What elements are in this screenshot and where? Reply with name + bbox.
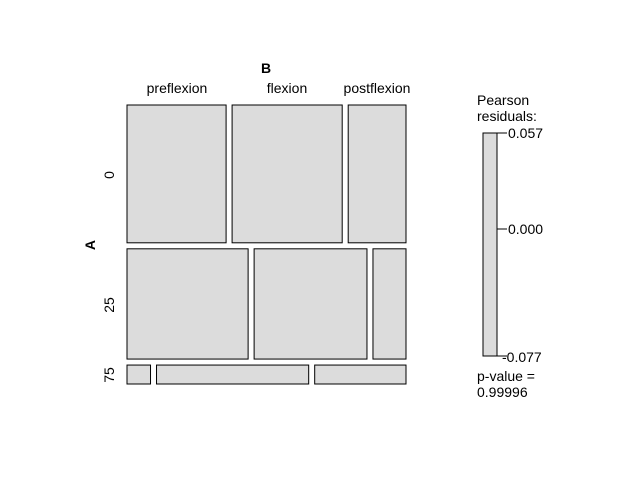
legend-title-line1: Pearson [477,92,529,108]
legend-title-line2: residuals: [477,108,537,124]
row-variable-label: A [82,240,98,250]
tile-25-preflexion [126,248,249,360]
tile-75-flexion [156,364,310,385]
row-label-0: 0 [101,171,117,179]
pvalue-value: 0.99996 [477,384,528,400]
column-label-preflexion: preflexion [147,80,208,96]
tile-25-flexion [253,248,368,360]
tile-0-flexion [231,104,343,244]
column-label-postflexion: postflexion [344,80,411,96]
legend-value-max: 0.057 [508,125,543,141]
column-label-flexion: flexion [267,80,307,96]
row-label-75: 75 [101,367,117,383]
legend-color-bar [482,132,498,357]
column-variable-label: B [261,60,271,76]
mosaic-tiles [126,104,407,385]
tile-0-preflexion [126,104,227,244]
tile-25-postflexion [372,248,407,360]
pvalue-label: p-value = [477,368,535,384]
tile-75-preflexion [126,364,152,385]
legend-value-min: -0.077 [502,349,542,365]
tile-75-postflexion [314,364,407,385]
tile-0-postflexion [347,104,407,244]
legend-value-mid: 0.000 [508,221,543,237]
row-label-25: 25 [101,297,117,313]
